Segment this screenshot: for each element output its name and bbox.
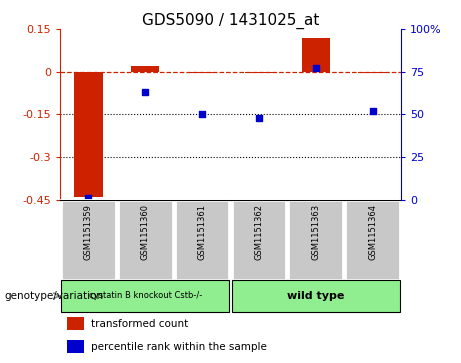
Text: GSM1151362: GSM1151362: [254, 204, 263, 260]
Text: GSM1151361: GSM1151361: [198, 204, 207, 260]
Bar: [245, 72, 273, 73]
FancyBboxPatch shape: [231, 280, 400, 311]
Text: genotype/variation: genotype/variation: [5, 291, 104, 301]
Bar: [188, 72, 216, 73]
FancyBboxPatch shape: [61, 280, 230, 311]
Text: GSM1151360: GSM1151360: [141, 204, 150, 260]
Point: [312, 65, 319, 71]
FancyBboxPatch shape: [345, 200, 400, 280]
Text: GSM1151359: GSM1151359: [84, 204, 93, 260]
Point: [369, 108, 376, 114]
FancyBboxPatch shape: [231, 200, 286, 280]
Point: [198, 111, 206, 117]
Point: [255, 115, 263, 121]
Text: cystatin B knockout Cstb-/-: cystatin B knockout Cstb-/-: [89, 291, 202, 300]
Text: percentile rank within the sample: percentile rank within the sample: [91, 342, 266, 352]
Text: transformed count: transformed count: [91, 319, 188, 329]
FancyBboxPatch shape: [289, 200, 343, 280]
Text: GSM1151364: GSM1151364: [368, 204, 377, 260]
FancyBboxPatch shape: [61, 200, 116, 280]
Bar: [131, 66, 160, 72]
Bar: [67, 340, 84, 353]
Title: GDS5090 / 1431025_at: GDS5090 / 1431025_at: [142, 13, 319, 29]
Bar: [67, 317, 84, 330]
Text: GSM1151363: GSM1151363: [311, 204, 320, 260]
FancyBboxPatch shape: [175, 200, 230, 280]
Bar: [301, 37, 330, 72]
Point: [142, 89, 149, 95]
Text: wild type: wild type: [287, 291, 344, 301]
Bar: [358, 72, 387, 73]
Bar: [74, 72, 102, 197]
Point: [85, 195, 92, 201]
FancyBboxPatch shape: [118, 200, 172, 280]
